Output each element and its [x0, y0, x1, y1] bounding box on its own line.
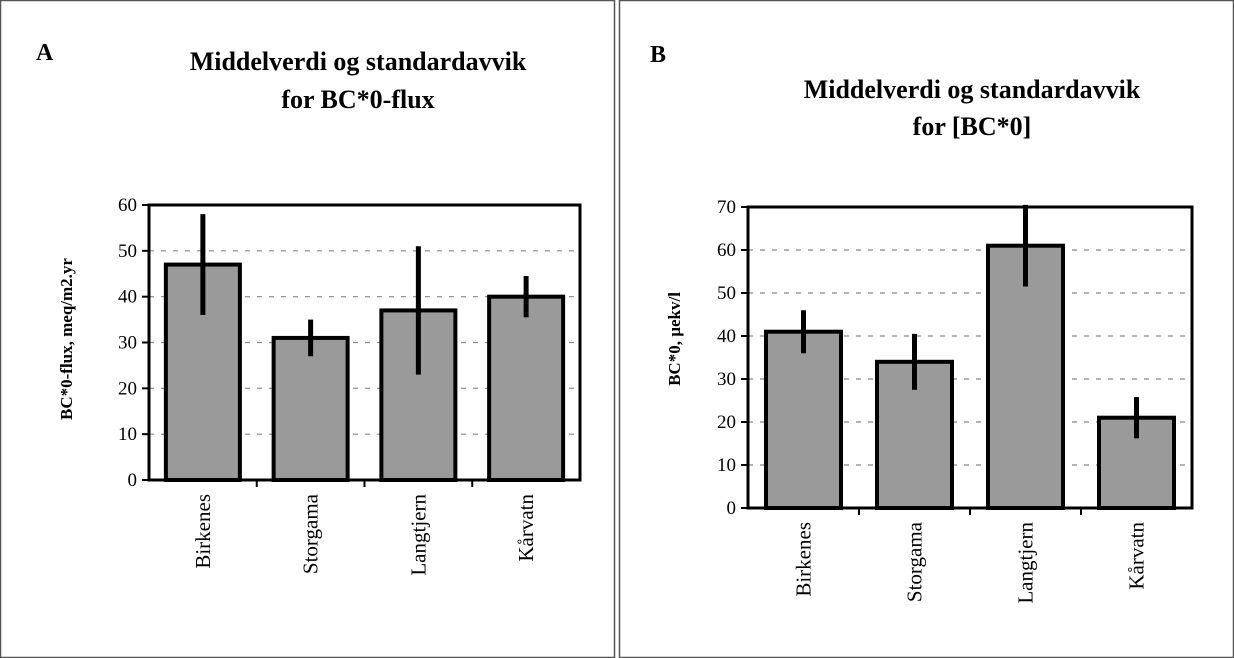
chart-a-y-tick-label-3: 30	[118, 333, 137, 354]
chart-a-y-tick-label-2: 20	[118, 378, 137, 399]
chart-a: Birkenes Storgama Langtjern Kårvatn 0 10 20 30 4…	[118, 195, 582, 576]
chart-a-y-tick-label-0: 0	[128, 470, 138, 491]
chart-b: Birkenes Storgama Langtjern Kårvatn 0 10 20 30 4…	[717, 197, 1194, 604]
panel-b-subtitle: for [BC*0]	[913, 112, 1032, 141]
panel-b-letter: B	[650, 42, 666, 68]
chart-a-y-tick-label-4: 40	[118, 287, 137, 308]
chart-b-y-tick-label-3: 30	[717, 369, 736, 390]
panel-a-title: Middelverdi og standardavvik	[190, 47, 527, 76]
panel-b-ylabel: BC*0, µekv/l	[665, 292, 684, 386]
chart-a-y-tick-label-1: 10	[118, 424, 137, 445]
chart-b-category-label-0: Birkenes	[792, 522, 816, 597]
chart-a-category-label-0: Birkenes	[191, 494, 215, 569]
chart-b-y-tick-label-4: 40	[717, 326, 736, 347]
chart-b-y-tick-label-5: 50	[717, 283, 736, 304]
chart-a-bar-1	[271, 335, 350, 482]
chart-b-y-tick-label-2: 20	[717, 412, 736, 433]
chart-b-category-label-3: Kårvatn	[1125, 522, 1149, 590]
panel-a-subtitle: for BC*0-flux	[281, 85, 434, 114]
chart-b-bar-0	[764, 329, 843, 511]
chart-a-bar-3	[487, 294, 566, 482]
panel-a-ylabel: BC*0-flux, meq/m2.yr	[57, 258, 76, 420]
chart-a-y-tick-label-5: 50	[118, 241, 137, 262]
chart-b-y-tick-label-0: 0	[727, 498, 737, 519]
chart-b-y-tick-label-1: 10	[717, 455, 736, 476]
chart-b-category-label-2: Langtjern	[1014, 522, 1038, 604]
chart-a-category-label-2: Langtjern	[406, 494, 430, 576]
panel-a-letter: A	[36, 40, 54, 66]
chart-a-y-tick-label-6: 60	[118, 195, 137, 216]
chart-a-category-label-3: Kårvatn	[514, 494, 538, 562]
chart-a-category-label-1: Storgama	[299, 493, 323, 574]
panel-b-title: Middelverdi og standardavvik	[804, 75, 1141, 104]
chart-b-y-tick-label-6: 60	[717, 240, 736, 261]
chart-b-y-tick-label-7: 70	[717, 197, 736, 218]
chart-b-plot-frame	[746, 205, 1194, 510]
chart-b-bar-2	[986, 243, 1065, 510]
chart-b-category-label-1: Storgama	[903, 521, 927, 602]
